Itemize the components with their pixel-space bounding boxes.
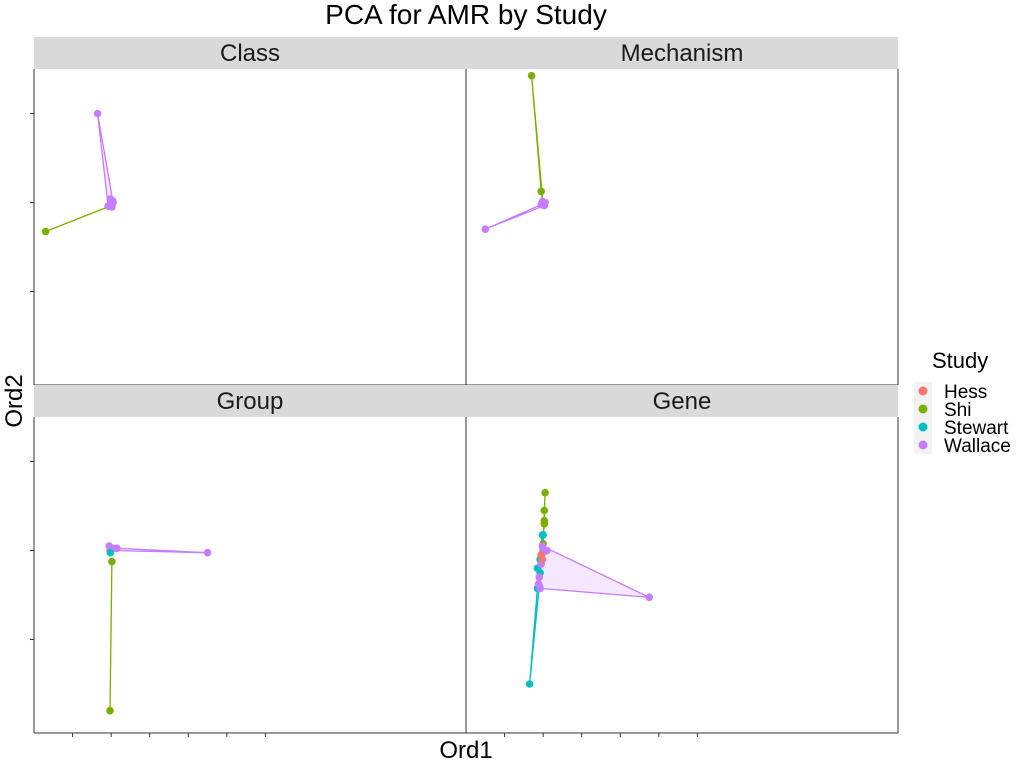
point-wallace-0 (93, 109, 102, 118)
legend-title: Study (932, 348, 988, 373)
legend-item-hess: Hess (914, 382, 987, 403)
point-wallace-3 (104, 202, 112, 210)
hull-wallace (108, 545, 209, 554)
point-shi-0 (541, 488, 549, 497)
legend-item-wallace: Wallace (914, 436, 1011, 457)
chart-title: PCA for AMR by Study (325, 0, 607, 30)
hull-wallace (96, 112, 114, 208)
point-shi-3 (540, 520, 549, 528)
point-wallace-2 (203, 548, 212, 557)
point-shi-0 (41, 227, 50, 236)
point-wallace-0 (481, 225, 490, 233)
point-hess-1 (538, 555, 547, 564)
point-shi-0 (527, 71, 536, 80)
point-shi-1 (540, 506, 549, 515)
legend-item-stewart: Stewart (914, 418, 1009, 439)
x-axis-label: Ord1 (439, 737, 492, 764)
hull-wallace (484, 201, 546, 230)
facet-strip-label: Gene (653, 388, 712, 415)
point-stewart-0 (106, 548, 115, 557)
facet-strip (34, 385, 466, 417)
hull-shi (109, 560, 113, 712)
legend-key-shi (918, 404, 928, 414)
facet-strip-label: Mechanism (621, 40, 744, 67)
facet-strip-label: Group (217, 388, 284, 415)
legend-label-hess: Hess (944, 382, 987, 403)
legend-key-hess (918, 386, 928, 396)
facet-panel-gene: Gene (465, 385, 899, 737)
point-stewart-0 (525, 680, 534, 688)
facet-panels: Class Mechanism Group Gene (30, 37, 899, 737)
y-axis-label: Ord2 (1, 374, 28, 427)
facet-strip (466, 37, 898, 69)
legend-label-shi: Shi (944, 400, 971, 421)
point-wallace-4 (538, 197, 547, 206)
hull-wallace (537, 545, 650, 598)
legend-label-wallace: Wallace (944, 436, 1011, 457)
point-wallace-5 (108, 196, 117, 205)
facet-panel-group: Group (30, 385, 467, 737)
point-shi-1 (108, 557, 116, 566)
legend-key-stewart (918, 422, 928, 432)
facet-strip-label: Class (220, 40, 280, 67)
point-stewart-4 (539, 531, 547, 539)
legend-label-stewart: Stewart (944, 418, 1009, 439)
hull-shi (530, 75, 544, 206)
facet-strip (466, 385, 898, 417)
point-wallace-3 (534, 580, 543, 588)
facet-strip (34, 37, 466, 69)
facet-panel-class: Class (30, 37, 467, 386)
point-wallace-1 (645, 593, 653, 602)
legend-item-shi: Shi (914, 400, 971, 421)
point-shi-0 (106, 706, 114, 715)
point-wallace-7 (535, 573, 544, 581)
point-shi-1 (537, 187, 545, 196)
hull-shi (44, 205, 111, 233)
facet-panel-mechanism: Mechanism (465, 37, 899, 386)
legend-key-wallace (918, 440, 928, 450)
